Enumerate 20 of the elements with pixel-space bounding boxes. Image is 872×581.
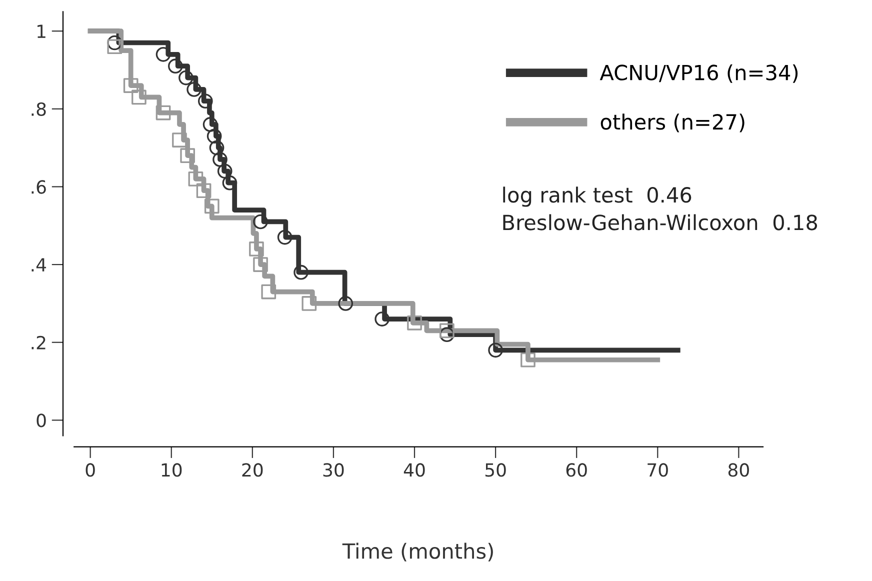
- x-tick-label: 60: [566, 463, 587, 477]
- y-tick-label: .8: [32, 102, 46, 116]
- y-tick-label: 1: [38, 24, 46, 38]
- legend-label: others (n=27): [600, 114, 744, 132]
- legend-label: ACNU/VP16 (n=34): [600, 64, 798, 83]
- x-tick-label: 50: [485, 463, 506, 477]
- y-tick-label: 0: [36, 414, 46, 428]
- x-tick-label: 40: [404, 463, 425, 477]
- y-tick-label: .6: [32, 180, 46, 194]
- x-tick-label: 20: [242, 463, 263, 477]
- x-tick-label: 70: [648, 463, 668, 477]
- x-tick-label: 10: [162, 463, 182, 477]
- x-tick-label: 30: [323, 463, 344, 477]
- x-tick-label: 0: [86, 463, 95, 477]
- x-tick-label: 80: [728, 463, 749, 477]
- annotation: log rank test 0.46: [503, 186, 692, 207]
- x-axis-title: Time (months): [342, 542, 493, 562]
- y-tick-label: .4: [32, 258, 46, 272]
- y-tick-label: .2: [32, 336, 46, 350]
- annotation: Breslow-Gehan-Wilcoxon 0.18: [503, 214, 818, 230]
